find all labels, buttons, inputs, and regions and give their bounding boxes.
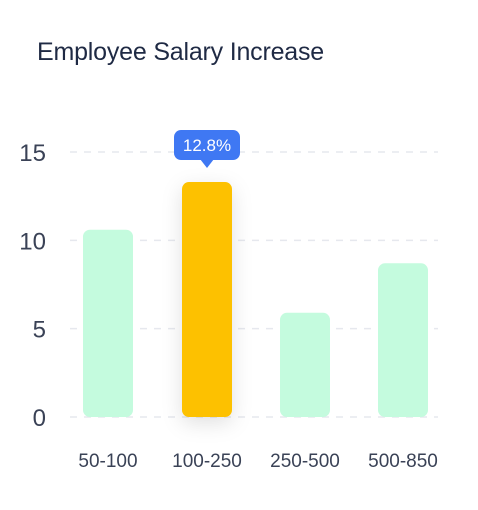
bars [83, 182, 428, 417]
x-tick-label: 50-100 [78, 451, 137, 472]
y-tick-label: 5 [33, 317, 46, 344]
bar[interactable] [378, 263, 428, 417]
x-tick-label: 250-500 [270, 451, 340, 472]
tooltip: 12.8% [174, 130, 240, 169]
tooltip-pointer [200, 159, 214, 169]
tooltip-box [174, 130, 240, 161]
y-tick-label: 15 [19, 140, 46, 167]
tooltip-label: 12.8% [183, 136, 231, 155]
bar[interactable] [83, 229, 133, 417]
axis-labels: 0 5 10 15 50-100 100-250 250-500 500-850 [19, 140, 438, 472]
x-tick-label: 100-250 [172, 451, 242, 472]
x-tick-label: 500-850 [368, 451, 438, 472]
chart-title: Employee Salary Increase [37, 38, 325, 66]
bar[interactable] [280, 312, 330, 417]
y-tick-label: 0 [33, 405, 46, 432]
y-tick-label: 10 [19, 228, 46, 255]
bar-highlighted[interactable] [182, 182, 232, 417]
